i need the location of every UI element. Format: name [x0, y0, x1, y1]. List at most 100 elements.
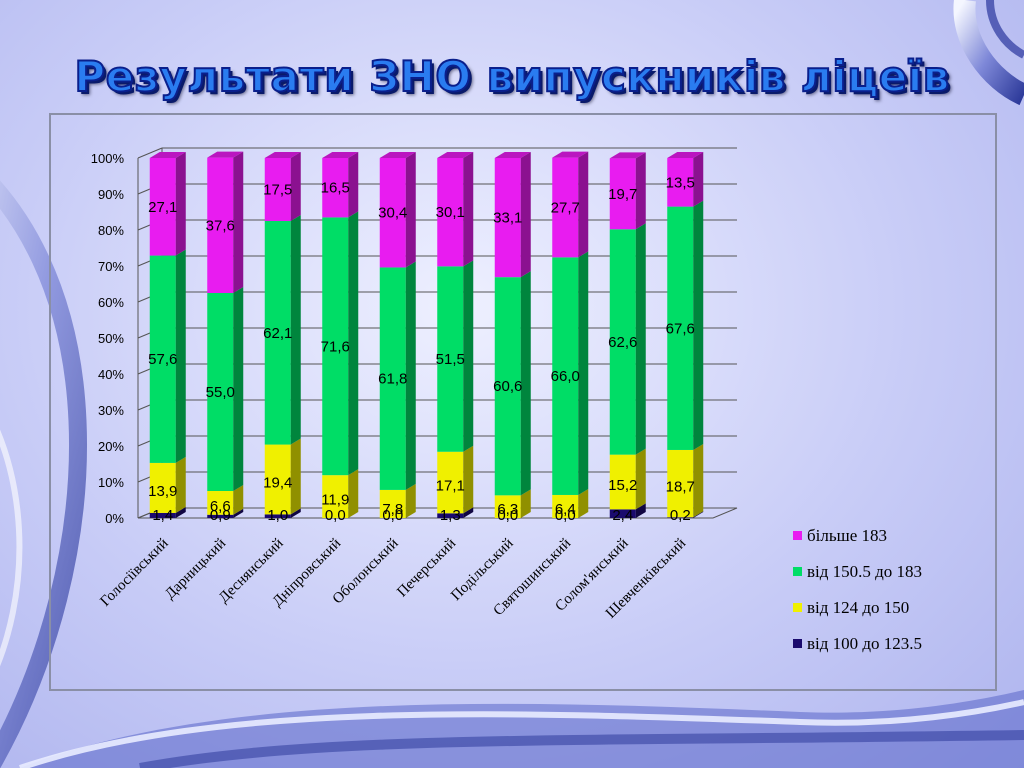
bar-segment-side: [635, 448, 646, 510]
data-label: 16,5: [321, 180, 350, 197]
data-label: 6,6: [210, 498, 231, 515]
bar-segment: [552, 494, 579, 518]
data-label: 19,4: [263, 474, 292, 491]
data-label: 11,9: [321, 492, 349, 509]
data-label: 6,3: [497, 501, 518, 518]
bar-segment-side: [578, 151, 589, 258]
bar-top: [494, 152, 531, 158]
bar-top: [149, 152, 186, 158]
data-label: 6,4: [555, 501, 576, 518]
bottom-wave-decoration: [20, 690, 1024, 768]
bar-segment: [609, 509, 636, 518]
data-label: 2,4: [612, 507, 633, 524]
bar-segment: [494, 495, 521, 518]
stacked-bar-chart: 1,4 13,9 57,6 27,1 0,96,6 55,0 37,6 1,0 19,4 62,1…: [91, 147, 922, 653]
data-label: 0,0: [497, 507, 518, 524]
data-label: 67,6: [666, 320, 695, 337]
y-tick-label: 100%: [91, 151, 125, 166]
y-tick-label: 50%: [98, 331, 124, 346]
bar-segment: [667, 206, 694, 450]
data-label: 0,0: [325, 507, 346, 524]
bar-segment: [149, 255, 176, 463]
bar-segment: [149, 158, 176, 256]
bars-layer: [149, 151, 704, 518]
data-label: 17,1: [436, 478, 465, 495]
bar-segment: [264, 158, 291, 221]
bar-segment: [264, 514, 291, 518]
bar-segment-side: [290, 508, 301, 518]
bar-segment-side: [175, 506, 186, 518]
bar-segment-side: [348, 152, 359, 218]
data-label: 33,1: [493, 210, 522, 227]
bar-top: [379, 152, 416, 158]
data-label: 1,4: [152, 507, 173, 524]
y-tick-label: 80%: [98, 223, 124, 238]
bar-segment: [552, 257, 579, 495]
bar-segment-side: [463, 152, 474, 267]
data-label: 7,8: [382, 501, 403, 518]
bar-segment-side: [520, 271, 531, 496]
bar-segment-side: [233, 485, 244, 515]
bar-segment: [379, 158, 406, 268]
data-label: 27,1: [148, 199, 177, 216]
data-label: 57,6: [148, 351, 177, 368]
data-label: 60,6: [493, 378, 522, 395]
bar-segment: [322, 158, 349, 218]
bar-segment-side: [635, 152, 646, 230]
data-label: 30,4: [378, 205, 407, 222]
legend-swatch: [793, 639, 802, 648]
bar-segment-side: [463, 260, 474, 452]
data-label: 13,5: [666, 174, 695, 191]
legend-label: від 100 до 123.5: [807, 634, 922, 653]
data-label: 62,1: [263, 325, 292, 342]
bar-segment: [494, 158, 521, 278]
bar-segment: [609, 158, 636, 230]
bar-segment: [609, 454, 636, 510]
data-label: 0,9: [210, 507, 231, 524]
y-tick-label: 90%: [98, 187, 124, 202]
gridline-side: [137, 147, 163, 159]
data-label: 0,0: [555, 507, 576, 524]
bar-segment: [322, 475, 349, 518]
bar-segment-side: [693, 200, 704, 450]
data-label: 55,0: [206, 384, 235, 401]
data-label: 1,0: [267, 507, 288, 524]
y-tick-label: 70%: [98, 259, 124, 274]
bar-segment-side: [348, 469, 359, 518]
bar-segment: [379, 489, 406, 518]
bar-segment: [667, 449, 694, 518]
bar-segment-side: [175, 249, 186, 463]
bar-top: [552, 151, 589, 158]
legend-label: від 124 до 150: [807, 598, 909, 617]
data-label: 66,0: [551, 368, 580, 385]
data-label: 1,3: [440, 507, 461, 524]
bar-segment: [437, 513, 464, 518]
y-tick-label: 0%: [105, 511, 124, 526]
bar-segment-side: [520, 152, 531, 278]
bar-segment-side: [463, 445, 474, 514]
bar-segment-side: [693, 443, 704, 518]
y-tick-label: 60%: [98, 295, 124, 310]
bar-segment-side: [290, 438, 301, 515]
legend-swatch: [793, 603, 802, 612]
bar-segment: [379, 267, 406, 490]
bar-segment: [207, 293, 234, 491]
bar-segment-side: [175, 152, 186, 256]
top-right-ring-decoration: [953, 0, 1024, 106]
bar-segment: [207, 491, 234, 515]
bar-segment-side: [233, 508, 244, 518]
y-tick-label: 40%: [98, 367, 124, 382]
bar-segment: [149, 462, 176, 513]
data-label: 0,0: [382, 507, 403, 524]
data-label: 27,7: [551, 200, 580, 217]
bar-segment: [494, 277, 521, 496]
bar-segment: [552, 157, 579, 258]
bar-segment-side: [635, 223, 646, 455]
legend-swatch: [793, 567, 802, 576]
bar-segment-side: [233, 151, 244, 293]
bar-segment: [322, 217, 349, 476]
bar-top: [609, 152, 646, 159]
bar-segment-side: [635, 503, 646, 518]
data-label: 71,6: [321, 338, 350, 355]
